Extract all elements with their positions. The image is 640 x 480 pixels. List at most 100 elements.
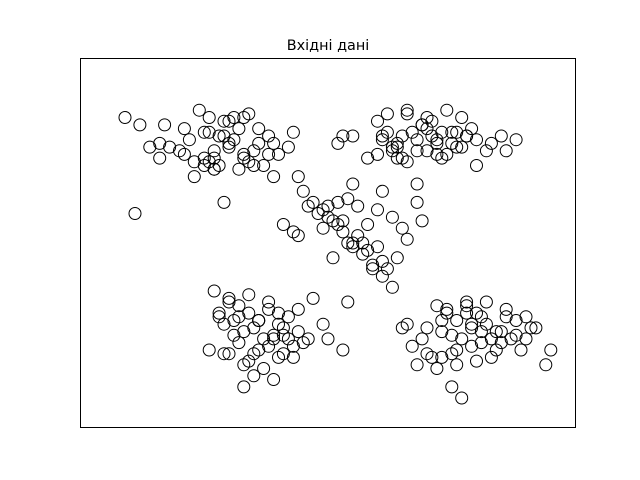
data-point	[296, 336, 310, 350]
data-point	[380, 262, 394, 276]
data-point	[262, 147, 276, 161]
data-point	[247, 369, 261, 383]
data-point	[509, 314, 523, 327]
data-point	[440, 147, 454, 161]
data-point	[341, 192, 355, 206]
data-point	[331, 195, 345, 209]
data-point	[470, 159, 483, 172]
data-point	[460, 295, 474, 309]
data-point	[286, 339, 300, 353]
data-point	[296, 184, 310, 198]
data-point	[385, 280, 399, 294]
data-point	[380, 107, 394, 121]
data-point	[267, 373, 281, 386]
data-point	[262, 302, 276, 316]
data-point	[336, 129, 350, 143]
data-point	[286, 125, 300, 139]
data-point	[445, 136, 459, 150]
data-point	[202, 111, 216, 124]
data-point	[202, 155, 216, 169]
data-point	[311, 207, 325, 220]
data-point	[276, 218, 290, 231]
data-point	[425, 129, 439, 143]
data-point	[450, 314, 464, 327]
data-point	[267, 136, 281, 150]
data-point	[163, 140, 177, 154]
data-point	[242, 288, 256, 302]
data-point	[301, 199, 315, 213]
data-point	[455, 332, 469, 346]
data-point	[544, 343, 558, 357]
data-point	[445, 347, 459, 361]
data-point	[217, 129, 231, 143]
data-point	[262, 339, 276, 353]
data-point	[326, 251, 340, 265]
data-point	[272, 317, 285, 331]
data-point	[197, 125, 211, 139]
data-point	[470, 354, 483, 368]
data-point	[207, 151, 221, 165]
data-point	[489, 343, 503, 357]
data-point	[351, 199, 365, 213]
data-point	[128, 207, 142, 220]
data-point	[356, 236, 370, 250]
data-point	[435, 151, 449, 165]
data-point	[435, 325, 449, 339]
data-point	[257, 362, 271, 375]
data-point	[247, 144, 261, 158]
data-point	[187, 155, 201, 169]
data-point	[222, 291, 236, 305]
data-point	[212, 310, 226, 324]
data-point	[474, 336, 488, 350]
data-point	[380, 125, 394, 139]
data-point	[425, 114, 439, 128]
data-point	[499, 144, 513, 158]
data-point	[272, 147, 285, 161]
data-point	[361, 151, 375, 165]
data-point	[222, 140, 236, 154]
data-point	[415, 214, 429, 228]
data-point	[247, 159, 261, 172]
data-point	[356, 247, 370, 261]
data-point	[118, 111, 132, 124]
data-point	[217, 114, 231, 128]
data-point	[346, 236, 360, 250]
data-point	[435, 314, 449, 327]
data-point	[133, 118, 147, 132]
data-point	[474, 325, 488, 339]
data-point	[217, 347, 231, 361]
data-point	[346, 240, 360, 254]
data-point	[153, 136, 167, 150]
data-point	[276, 347, 290, 361]
data-point	[484, 350, 498, 364]
data-point	[430, 362, 444, 375]
data-point	[321, 332, 335, 346]
data-point	[395, 151, 409, 165]
data-point	[336, 214, 350, 228]
data-point	[465, 321, 479, 335]
data-point	[232, 310, 246, 324]
data-point	[405, 339, 419, 353]
data-point	[242, 354, 256, 368]
data-point	[187, 170, 201, 184]
data-point	[385, 140, 399, 154]
data-point	[390, 251, 404, 265]
data-point	[281, 140, 295, 154]
data-point	[410, 195, 424, 209]
data-point	[237, 147, 251, 161]
data-point	[257, 332, 271, 346]
data-point	[366, 262, 380, 276]
data-point	[227, 328, 241, 342]
data-point	[375, 254, 389, 268]
data-point	[400, 103, 414, 117]
data-point	[331, 136, 345, 150]
data-point	[212, 129, 226, 143]
data-point	[341, 295, 355, 309]
data-point	[425, 350, 439, 364]
data-point	[371, 203, 384, 217]
data-point	[197, 159, 211, 172]
data-point	[242, 306, 256, 320]
data-point	[465, 317, 479, 331]
data-point	[395, 129, 409, 143]
data-point	[410, 144, 424, 158]
